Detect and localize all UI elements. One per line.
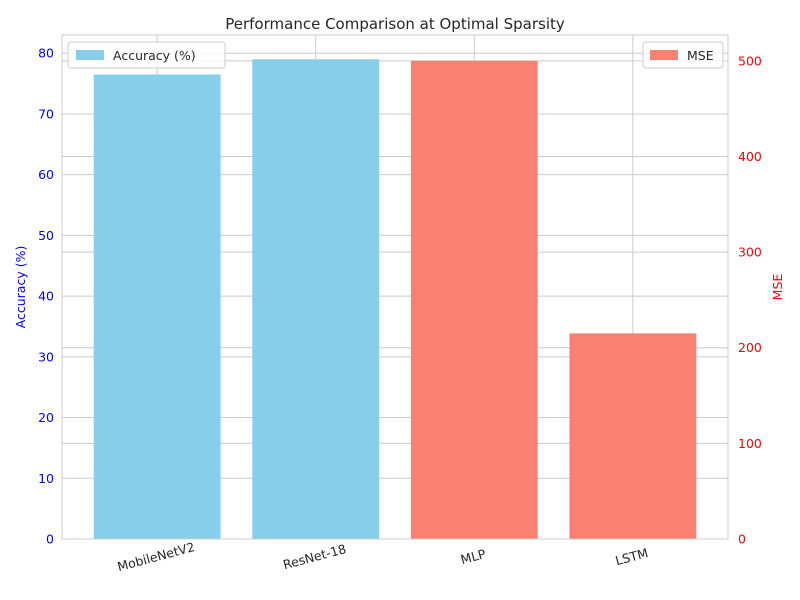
left-tick-label: 10 xyxy=(38,471,54,486)
x-axis-ticks: MobileNetV2 ResNet-18 MLP LSTM xyxy=(116,539,650,574)
bar-resnet-18 xyxy=(252,59,380,540)
left-axis-label: Accuracy (%) xyxy=(13,246,28,329)
right-axis-label: MSE xyxy=(770,274,785,301)
legend-left-label: Accuracy (%) xyxy=(113,48,196,63)
left-tick-label: 80 xyxy=(38,46,54,61)
legend-right-swatch xyxy=(650,50,678,60)
legend-left-box xyxy=(67,41,226,69)
left-tick-label: 60 xyxy=(38,167,54,182)
right-tick-label: 100 xyxy=(738,436,762,451)
right-tick-label: 400 xyxy=(738,149,762,164)
left-tick-label: 40 xyxy=(38,289,54,304)
x-tick-label: MLP xyxy=(459,546,488,567)
left-tick-label: 20 xyxy=(38,410,54,425)
bar-mlp xyxy=(410,60,538,540)
left-tick-label: 70 xyxy=(38,106,54,121)
legend-right: MSE xyxy=(642,41,724,69)
legend-right-box xyxy=(642,41,724,69)
left-axis-ticks: 0 10 20 30 40 50 60 70 80 xyxy=(38,46,54,547)
left-tick-label: 30 xyxy=(38,349,54,364)
legend-right-label: MSE xyxy=(687,48,714,63)
left-tick-label: 50 xyxy=(38,228,54,243)
bar-lstm xyxy=(569,333,697,539)
bar-mobilenetv2 xyxy=(93,74,221,539)
chart-title: Performance Comparison at Optimal Sparsi… xyxy=(225,15,565,33)
right-axis-ticks: 0 100 200 300 400 500 xyxy=(738,53,762,546)
legend-left: Accuracy (%) xyxy=(67,41,226,69)
bars xyxy=(93,59,697,540)
x-tick-label: MobileNetV2 xyxy=(116,539,197,574)
left-tick-label: 0 xyxy=(46,532,54,547)
plot-frame xyxy=(61,34,729,540)
right-tick-label: 300 xyxy=(738,245,762,260)
legend-left-swatch xyxy=(76,50,104,60)
right-tick-label: 500 xyxy=(738,53,762,68)
right-tick-label: 0 xyxy=(738,532,746,547)
right-tick-label: 200 xyxy=(738,340,762,355)
x-tick-label: LSTM xyxy=(614,545,650,568)
x-tick-label: ResNet-18 xyxy=(281,541,347,572)
